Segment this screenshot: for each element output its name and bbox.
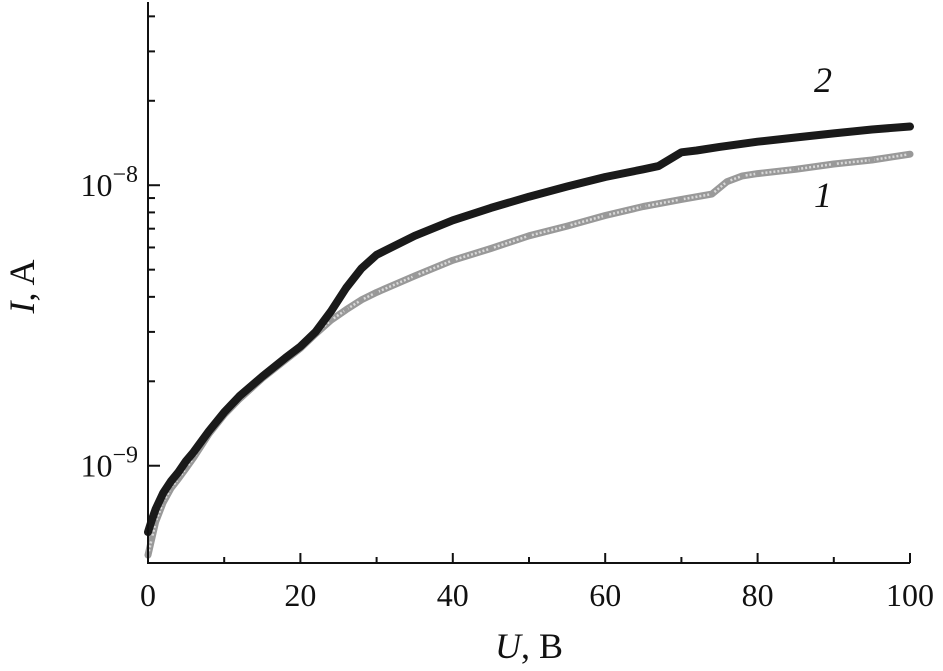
series-label-1: 1 [814,175,832,215]
data-point [602,174,608,180]
data-point [183,458,189,464]
data-point [488,205,494,211]
y-axis-variable: I [2,300,42,315]
series-label-2: 2 [814,60,832,100]
data-point [328,308,334,314]
data-point [709,191,715,197]
data-point [236,393,242,399]
x-axis-unit: , В [521,626,563,666]
data-point [450,257,456,263]
data-point [869,127,875,132]
axis-frame [147,2,910,564]
data-point [412,233,418,239]
data-point [656,163,661,169]
data-point [793,135,799,140]
data-point [358,297,364,303]
data-point [358,266,364,271]
series-2 [144,122,914,537]
y-tick-label: 10−9 [80,443,138,484]
data-point [176,469,181,475]
data-point [149,517,155,523]
data-point [374,289,380,295]
data-point [640,166,646,172]
data-point [678,149,684,155]
series-layer [144,122,914,559]
data-point [526,194,532,200]
series-line [144,122,914,537]
x-tick-label: 80 [742,577,774,613]
data-point [793,166,799,172]
data-point [168,478,174,484]
axes-layer [147,2,910,564]
data-point [755,139,761,145]
data-point [297,344,303,349]
data-point [259,374,265,379]
data-point [831,130,837,136]
data-point [602,213,608,218]
series-line [144,150,914,559]
data-point [739,173,745,179]
data-point [678,196,684,202]
x-tick-label: 40 [437,577,469,613]
data-point [640,204,646,209]
data-point [206,428,212,434]
data-point [907,151,913,157]
data-point [374,252,380,258]
y-axis-unit: , A [2,259,42,301]
x-axis-title: U, В [495,626,563,666]
data-point [343,307,349,313]
data-point [564,223,570,229]
x-tick-label: 20 [284,577,316,613]
x-axis-variable: U [495,626,523,666]
x-tick-label: 0 [140,577,156,613]
data-point [221,409,227,415]
y-tick-label: 10−8 [80,162,138,203]
data-point [694,148,700,153]
data-point [907,124,913,129]
data-point [149,536,155,542]
data-point [831,161,837,167]
data-point [450,217,456,223]
data-point [869,157,875,163]
data-point [526,233,532,239]
data-point [153,506,159,512]
data-point [282,355,288,361]
x-axis-ticks: 0 20 40 60 80 100 [140,553,934,613]
y-axis-ticks: 10−9 10−8 [80,15,160,484]
data-point [343,285,349,291]
data-point [412,273,418,279]
series-marker-texture [146,152,911,556]
data-point [717,144,722,150]
data-point [564,184,570,189]
data-point [313,329,319,335]
series-labels: 12 [814,60,832,215]
x-tick-label: 60 [589,577,621,613]
data-point [191,449,197,455]
data-point [724,179,730,185]
series-1 [144,150,914,559]
data-point [160,490,166,496]
y-axis-title: I, A [2,259,42,314]
data-point [755,171,761,177]
x-tick-label: 100 [886,577,934,613]
data-point [488,246,494,251]
